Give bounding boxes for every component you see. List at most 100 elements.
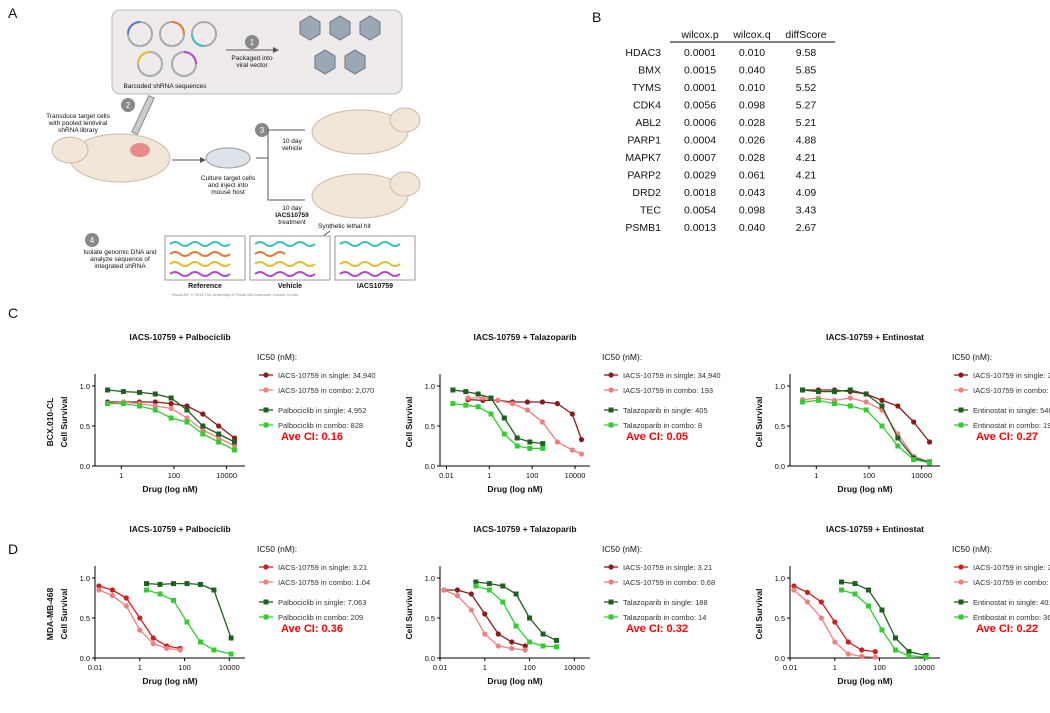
chart: IACS-10759 + Entinostat Cell Survival Drug… [754,524,1050,686]
data-point [157,591,163,597]
data-point [200,423,206,429]
legend-title: IC50 (nM): [602,544,642,554]
step-badge [121,98,135,112]
label: IACS10759 [275,212,309,219]
panel-label: A [8,5,18,21]
legend-label: Palbociclib in combo: 828 [278,421,363,430]
cell: 0.043 [739,187,765,199]
data-point [232,447,238,453]
series-line [802,389,931,443]
annotation: Ave CI: 0.36 [281,623,343,635]
series-line [467,398,583,440]
data-point [475,404,481,410]
step-number: 3 [260,126,265,135]
y-tick-label: 0.5 [80,422,90,431]
x-axis-label: Drug (log nM) [837,676,892,686]
data-point [184,403,190,409]
label: mouse host [211,189,245,196]
cell: 0.028 [739,117,765,129]
cell: 5.52 [796,82,817,94]
legend-label: Palbociclib in combo: 209 [278,613,363,622]
legend-marker [958,614,964,620]
cell: 0.010 [739,47,765,59]
legend-label: IACS-10759 in single: 34,940 [623,371,721,380]
row-label: CDK4 [633,100,661,112]
data-point [200,431,206,437]
data-point [847,395,853,401]
y-tick-label: 0.0 [425,462,435,471]
legend-label: IACS-10759 in single: 34,940 [278,371,376,380]
schematic: Barcoded shRNA sequences 1 Packaged into… [46,9,421,297]
y-tick-label: 0.5 [425,614,435,623]
chart-title: IACS-10759 + Entinostat [826,332,924,342]
data-point [513,623,519,629]
data-point [177,647,183,653]
cell: 0.0007 [684,152,716,164]
data-point [232,439,238,445]
cell: 0.0056 [684,100,716,112]
legend-label: Entibostat in combo: 36 [973,613,1050,622]
data-point [879,627,885,633]
data-point [926,439,933,445]
annotation: Ave CI: 0.16 [281,431,343,443]
data-point [818,615,824,621]
data-point [200,427,206,433]
y-tick-label: 1.0 [775,382,785,391]
data-point [906,649,912,655]
x-tick-label: 10000 [564,663,585,672]
legend-marker [608,422,614,428]
plasmids [127,21,217,77]
x-tick-label: 1 [487,471,491,480]
label: 10 day [282,205,302,212]
legend-label: IACS-10759 in combo: 193 [623,386,713,395]
cell: 4.21 [796,170,817,182]
data-point [105,387,111,393]
y-tick-label: 0.0 [775,654,785,663]
data-point [473,583,479,589]
data-point [150,641,156,647]
row-label: PARP1 [627,135,661,147]
legend-marker [263,372,269,378]
legend-title: IC50 (nM): [257,544,297,554]
data-point [197,581,203,587]
step-number: 4 [90,236,95,245]
panel-label: B [592,9,601,25]
data-point [463,402,469,408]
data-point [527,615,533,621]
cell: 0.040 [739,222,765,234]
cell: 0.0054 [684,205,716,217]
data-point [831,389,837,395]
data-point [150,635,156,641]
legend-marker [263,422,269,428]
data-point [513,591,519,597]
legend-label: IACS-10759 in combo: 1.04 [278,578,370,587]
cell: 0.061 [739,170,765,182]
x-axis-label: Drug (log nM) [837,484,892,494]
data-point [524,407,531,413]
legend-label: IACS-10759 in combo: 496 [973,386,1050,395]
x-tick-label: 10000 [565,471,586,480]
row-label: ABL2 [635,117,661,129]
dish [205,147,251,169]
label: Transduce target cells [46,113,110,120]
data-point [509,645,515,652]
x-tick-label: 10000 [911,471,932,480]
data-point [859,653,865,660]
chart: IACS-10759 + Entinostat Cell Survival Drug… [754,332,1050,494]
chart-title: IACS-10759 + Talazoparib [473,332,576,342]
legend-label: IACS-10759 in combo: 2,070 [278,386,374,395]
label: and inject into [208,182,248,189]
data-point [578,437,585,443]
data-point [791,583,797,589]
data-point [184,419,190,425]
data-point [527,445,533,451]
y-axis-label: Cell Survival [404,588,414,639]
data-point [911,419,917,425]
legend-marker [263,564,269,570]
data-point [216,439,222,445]
x-tick-label: 100 [526,471,539,480]
cell: 3.43 [796,205,817,217]
chart: IACS-10759 + Palbociclib BCX.010-CL Cell S… [45,332,376,494]
x-axis-label: Drug (log nM) [487,676,542,686]
data-point [157,581,163,587]
